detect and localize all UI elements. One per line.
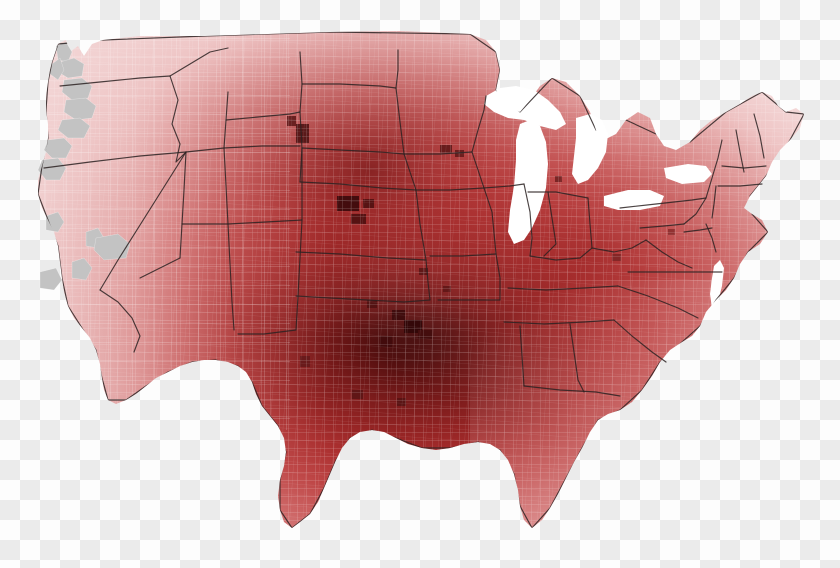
lake-ontario — [664, 164, 712, 184]
border-az-nm — [227, 223, 235, 331]
border-al-ga — [569, 323, 585, 393]
nodata-county-or-coast-b — [37, 157, 67, 181]
nodata-county-puget-sound-a — [55, 41, 73, 63]
nodata-county-nv-west — [93, 233, 131, 261]
border-ky-north — [529, 247, 593, 261]
border-ca-az — [99, 289, 141, 353]
border-wy-south — [223, 145, 301, 149]
nodata-counties-layer — [37, 41, 131, 291]
border-ia-mo — [415, 187, 485, 191]
border-wa-or — [59, 75, 171, 87]
border-ks-ok — [295, 251, 427, 261]
border-oh-ky — [591, 239, 647, 253]
border-nd-sd — [301, 83, 397, 89]
border-vt-nh — [735, 129, 745, 173]
border-nh-me — [753, 113, 765, 159]
border-nv-az — [139, 257, 181, 279]
border-wi-il — [483, 183, 525, 189]
border-ne-east — [403, 153, 417, 191]
nodata-county-puget-sound-d — [63, 97, 97, 121]
nodata-county-ca-sierra — [71, 257, 93, 281]
border-ky-tn — [507, 285, 619, 291]
border-mt-id-n — [169, 47, 229, 77]
border-co-nm — [227, 219, 303, 225]
nodata-county-wa-south — [57, 117, 91, 139]
border-tn-south — [503, 319, 615, 325]
border-ga-sc — [613, 319, 667, 363]
great-lakes-layer — [484, 86, 724, 308]
nodata-county-ca-tahoe-a — [45, 211, 65, 233]
nodata-county-or-coast-a — [43, 137, 73, 159]
border-ok-tx — [295, 295, 431, 303]
lake-huron — [572, 114, 608, 184]
border-ct-ny — [711, 185, 717, 219]
border-ma-north — [721, 165, 767, 169]
border-sd-ne — [301, 147, 405, 155]
border-ma-ct — [717, 183, 763, 187]
border-pa-east — [683, 197, 707, 225]
border-wv-pa — [639, 223, 685, 229]
border-ne-ks — [299, 181, 417, 191]
border-il-west — [523, 183, 533, 257]
border-ny-ne — [705, 139, 723, 199]
border-ms-al — [519, 325, 525, 387]
border-md-pa — [683, 227, 713, 233]
border-ut-nv — [179, 151, 187, 259]
border-mt-wy — [225, 111, 301, 121]
border-ok-east — [425, 259, 431, 301]
border-mo-ar — [429, 253, 497, 257]
lake-michigan — [508, 120, 548, 244]
border-sd-east — [395, 87, 405, 155]
border-id-mt — [169, 75, 187, 163]
border-ia-east — [471, 151, 485, 189]
border-ar-east — [495, 253, 501, 301]
border-mn-wi — [471, 95, 487, 153]
border-in-oh — [587, 197, 593, 249]
border-fl-north — [523, 385, 621, 397]
border-il-in — [543, 191, 557, 257]
lake-superior — [484, 86, 566, 130]
border-pa-ny — [619, 197, 707, 209]
nodata-county-ca-coastal — [39, 267, 63, 291]
border-ks-east — [415, 189, 427, 261]
border-mo-east — [483, 187, 497, 255]
state-boundary-layer — [38, 31, 804, 528]
border-id-wy — [185, 91, 229, 153]
border-or-south — [43, 151, 187, 169]
border-sc-nc — [617, 285, 699, 319]
border-mi-south — [527, 191, 589, 199]
border-nd-east — [395, 49, 399, 89]
border-ut-co — [223, 147, 229, 225]
border-va-wv — [645, 239, 693, 269]
border-nv-ca — [99, 151, 187, 291]
border-mn-ia — [403, 151, 473, 155]
